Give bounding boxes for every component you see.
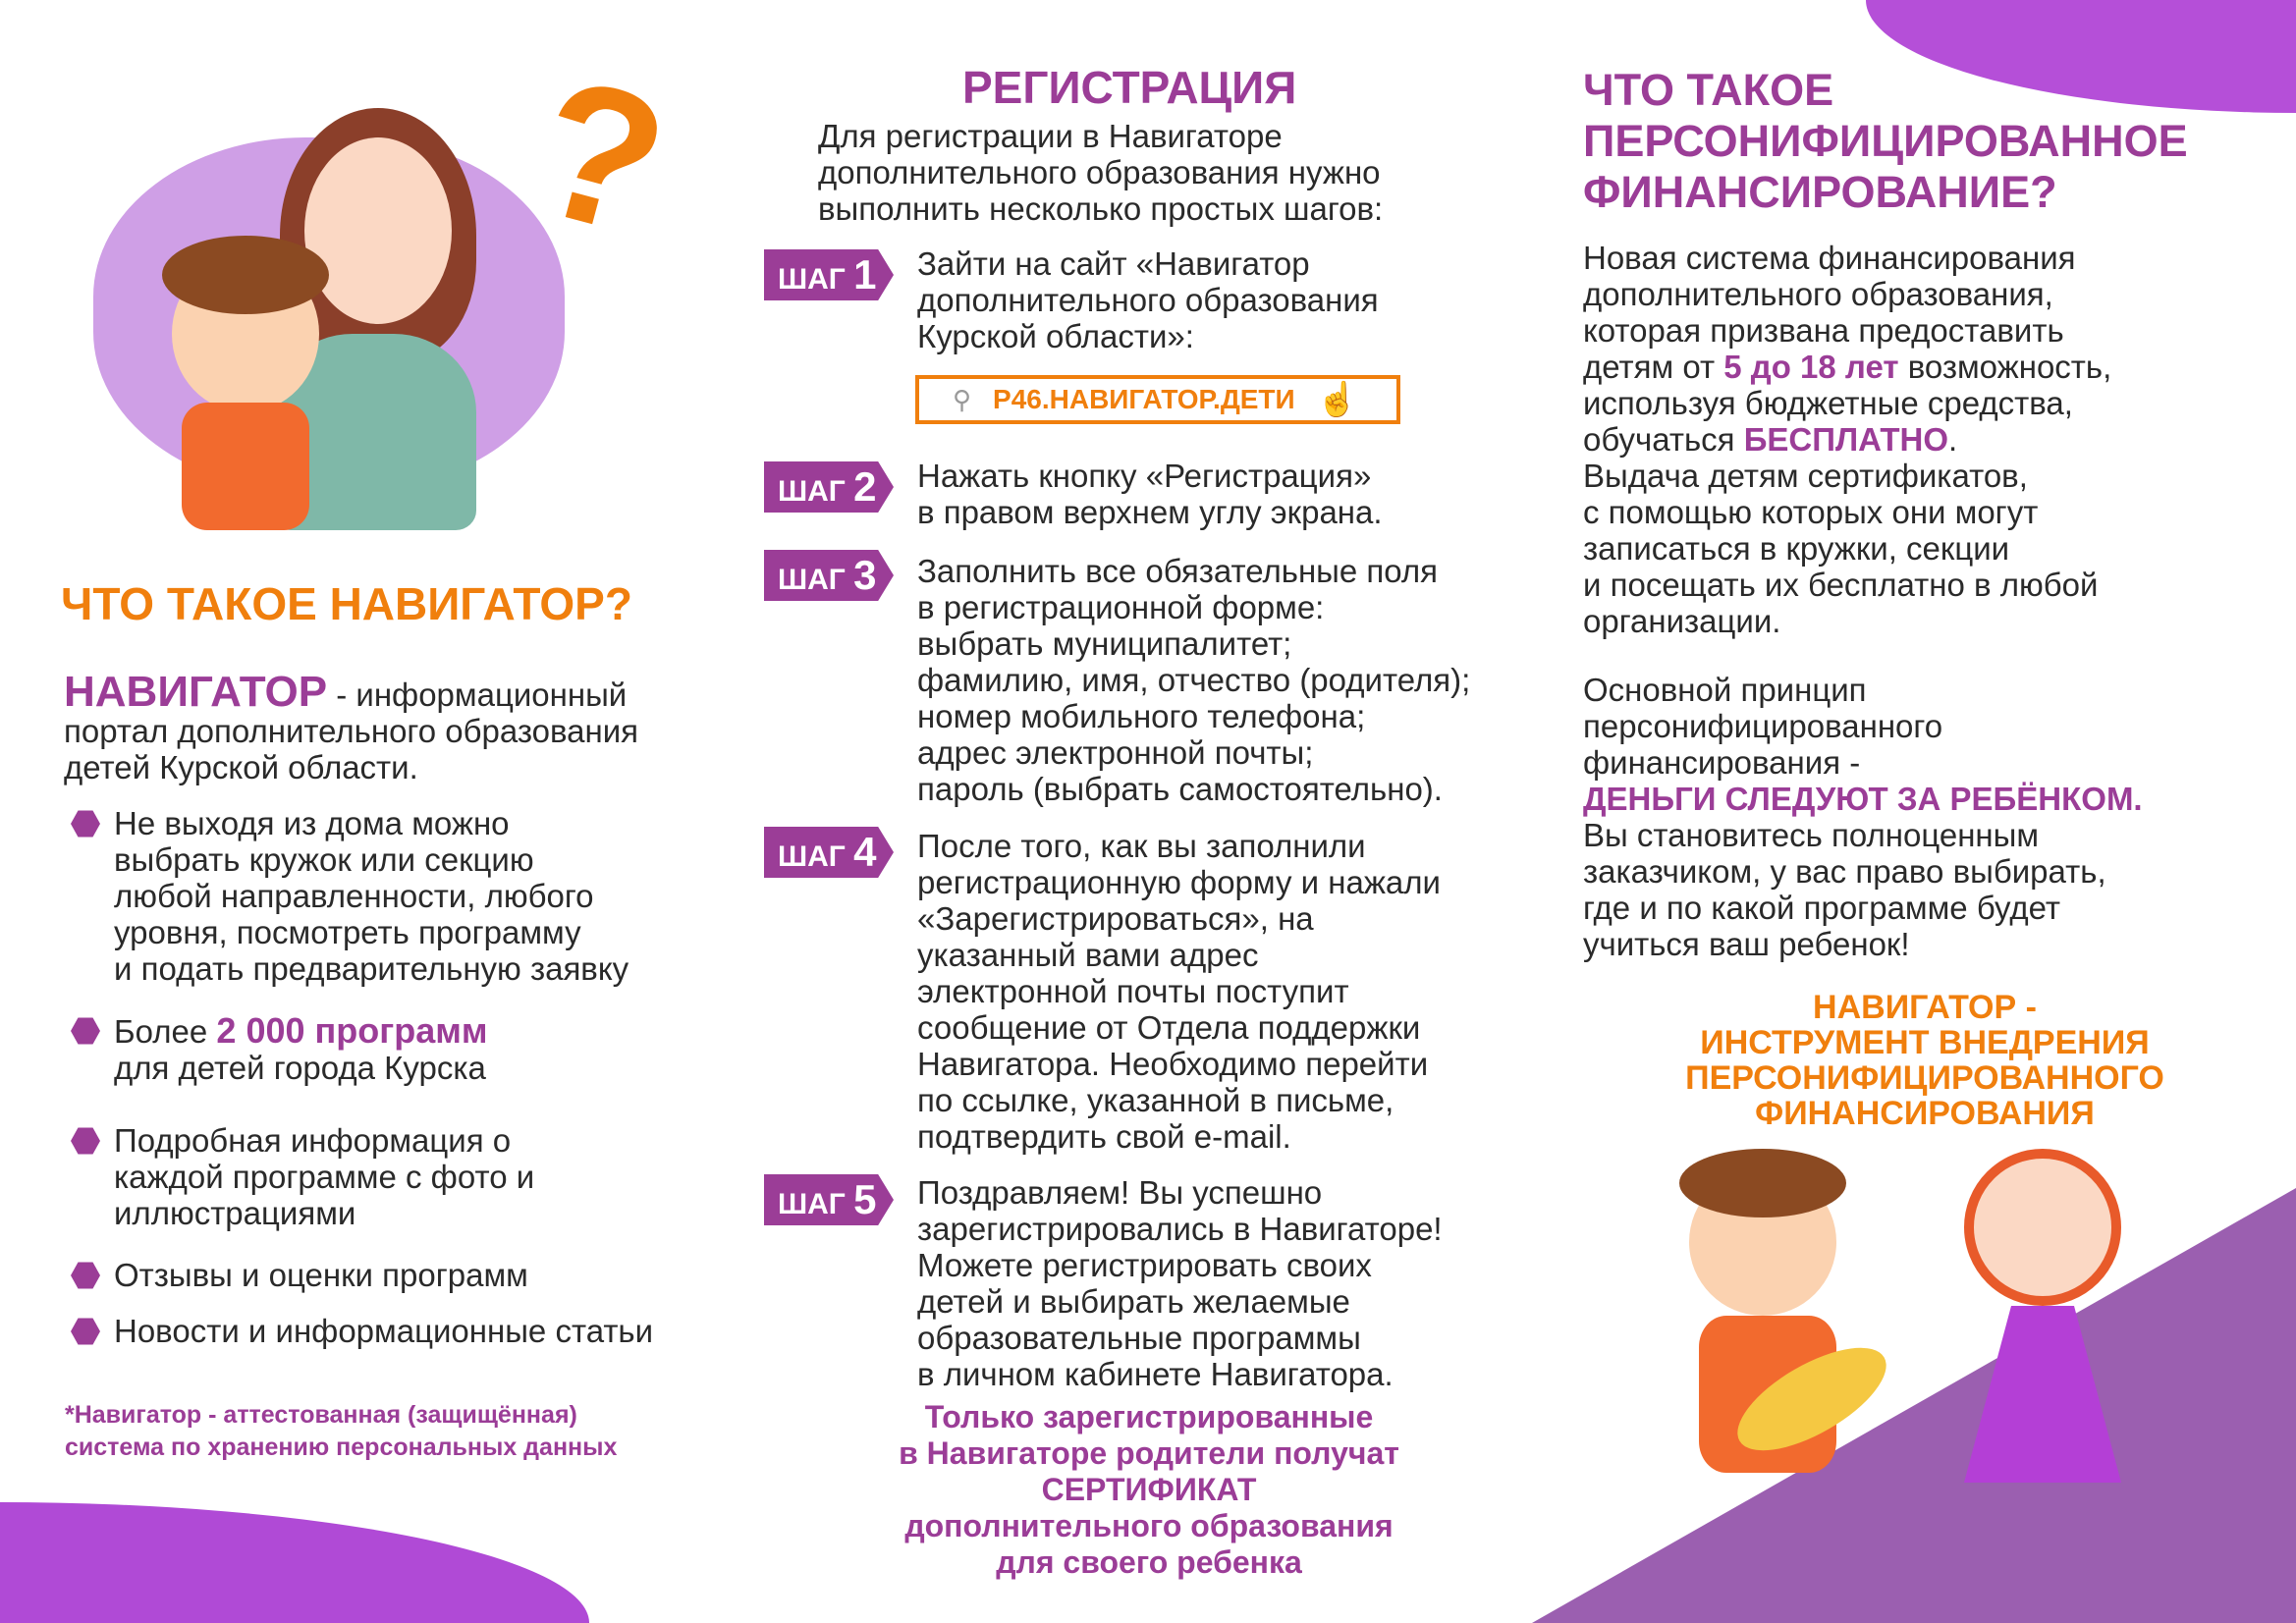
hexagon-bullet-icon (71, 810, 100, 838)
step-badge-5: ШАГ 5 (764, 1174, 894, 1225)
step-1-text: Зайти на сайт «Навигатор дополнительного… (917, 245, 1379, 354)
children-music-illustration (1669, 1149, 2180, 1600)
financing-paragraph-1: Новая система финансирования дополнитель… (1583, 240, 2112, 639)
free-label: БЕСПЛАТНО (1743, 421, 1948, 458)
programs-count: 2 000 программ (216, 1010, 488, 1051)
list-item-text: Более (114, 1013, 217, 1050)
list-item: Отзывы и оценки программ (71, 1257, 528, 1293)
list-item: Более 2 000 программ для детей города Ку… (71, 1010, 488, 1086)
site-url[interactable]: Р46.НАВИГАТОР.ДЕТИ (993, 384, 1295, 414)
navigator-slogan: НАВИГАТОР - ИНСТРУМЕНТ ВНЕДРЕНИЯ ПЕРСОНИ… (1685, 989, 2164, 1132)
navigator-heading: ЧТО ТАКОЕ НАВИГАТОР? (61, 578, 632, 629)
step-badge-1: ШАГ 1 (764, 249, 894, 300)
step-badge-4: ШАГ 4 (764, 827, 894, 878)
corner-wave-bottom-left (0, 1502, 589, 1623)
site-search-box[interactable]: ⚲ Р46.НАВИГАТОР.ДЕТИ ☝ (915, 375, 1400, 424)
certificate-note: Только зарегистрированные в Навигаторе р… (899, 1399, 1399, 1580)
search-icon: ⚲ (953, 384, 972, 414)
list-item: Не выходя из дома можно выбрать кружок и… (71, 805, 629, 987)
list-item-text: Подробная информация о каждой программе … (114, 1122, 535, 1231)
step-4-text: После того, как вы заполнили регистрацио… (917, 828, 1441, 1155)
principle-slogan: ДЕНЬГИ СЛЕДУЮТ ЗА РЕБЁНКОМ. (1583, 781, 2143, 817)
step-badge-2: ШАГ 2 (764, 461, 894, 513)
hand-pointer-icon: ☝ (1316, 381, 1359, 418)
step-3-text: Заполнить все обязательные поля в регист… (917, 553, 1471, 807)
list-item-text: Не выходя из дома можно выбрать кружок и… (114, 805, 629, 987)
registration-intro: Для регистрации в Навигаторе дополнитель… (818, 118, 1384, 227)
navigator-intro: НАВИГАТОР - информационный портал дополн… (64, 671, 712, 786)
hexagon-bullet-icon (71, 1318, 100, 1345)
step-badge-3: ШАГ 3 (764, 550, 894, 601)
list-item: Новости и информационные статьи (71, 1313, 654, 1349)
registration-heading: РЕГИСТРАЦИЯ (962, 62, 1297, 113)
question-mark: ? (514, 35, 687, 279)
navigator-intro-bold: НАВИГАТОР (64, 668, 328, 716)
list-item: Подробная информация о каждой программе … (71, 1122, 535, 1231)
footnote: *Навигатор - аттестованная (защищённая) … (65, 1401, 618, 1461)
hexagon-bullet-icon (71, 1262, 100, 1289)
age-range: 5 до 18 лет (1723, 349, 1899, 385)
financing-heading: ЧТО ТАКОЕ ПЕРСОНИФИЦИРОВАННОЕ ФИНАНСИРОВ… (1583, 65, 2188, 217)
hexagon-bullet-icon (71, 1017, 100, 1045)
navigator-intro-text: - информационный портал дополнительного … (64, 676, 638, 785)
list-item-text: Новости и информационные статьи (114, 1313, 654, 1349)
list-item-text: Отзывы и оценки программ (114, 1257, 528, 1293)
list-item-text: для детей города Курска (114, 1050, 486, 1086)
hexagon-bullet-icon (71, 1127, 100, 1155)
step-5-text: Поздравляем! Вы успешно зарегистрировали… (917, 1174, 1443, 1392)
step-2-text: Нажать кнопку «Регистрация» в правом вер… (917, 458, 1383, 530)
financing-paragraph-2: Основной принцип персонифицированного фи… (1583, 672, 2143, 962)
mother-child-illustration (93, 98, 565, 530)
